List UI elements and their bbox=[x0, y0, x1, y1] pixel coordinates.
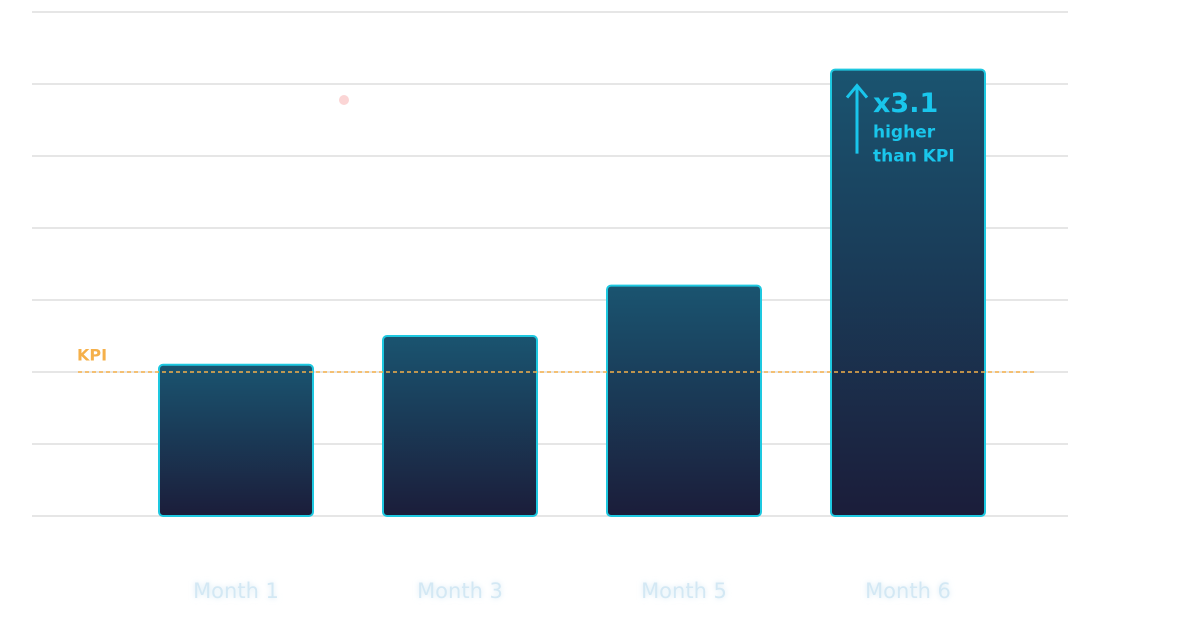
annotation-arrow bbox=[845, 83, 869, 154]
kpi-label: KPI bbox=[77, 346, 107, 365]
x-tick-label: Month 6 bbox=[865, 579, 951, 603]
x-tick-label: Month 1 bbox=[193, 579, 279, 603]
bar bbox=[382, 335, 538, 517]
annotation-line2: than KPI bbox=[873, 147, 955, 167]
decor-dot bbox=[339, 95, 349, 105]
bar bbox=[606, 284, 762, 517]
bar bbox=[830, 68, 986, 517]
x-tick-label: Month 5 bbox=[641, 579, 727, 603]
x-tick-label: Month 3 bbox=[417, 579, 503, 603]
bar bbox=[158, 363, 314, 517]
annotation-multiplier: x3.1 bbox=[873, 88, 938, 119]
annotation-line1: higher bbox=[873, 123, 936, 143]
